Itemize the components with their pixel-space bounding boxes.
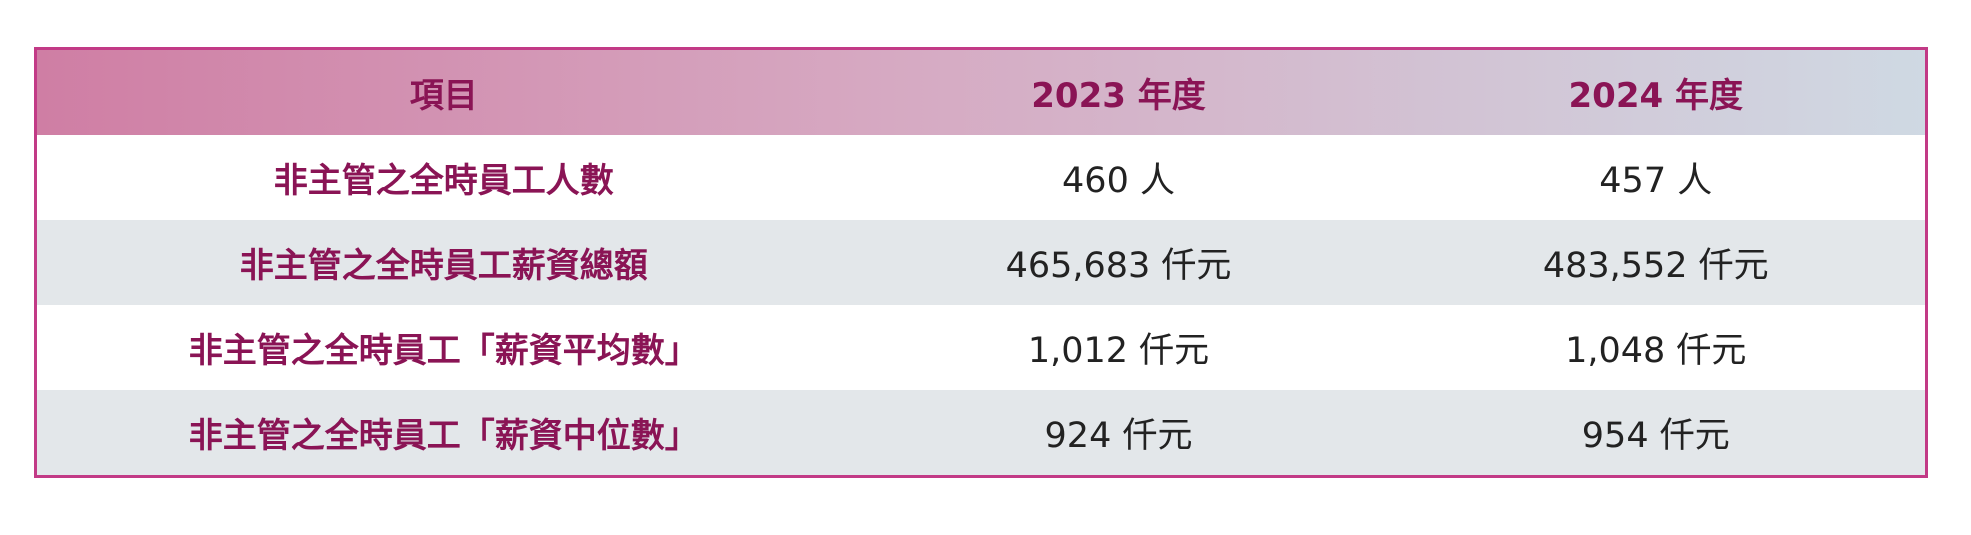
table-row: 非主管之全時員工「薪資中位數」 924 仟元 954 仟元 xyxy=(35,390,1927,477)
table-body: 非主管之全時員工人數 460 人 457 人非主管之全時員工薪資總額 465,683 … xyxy=(35,135,1927,477)
value-cell: 954 仟元 xyxy=(1581,416,1730,456)
salary-table: 項目 2023 年度 2024 年度 非主管之全時員工人數 460 人 457 人非主管… xyxy=(34,47,1928,478)
item-cell: 非主管之全時員工薪資總額 xyxy=(239,246,648,286)
value-cell: 460 人 xyxy=(1062,161,1175,201)
value-cell: 924 仟元 xyxy=(1044,416,1193,456)
header-cell: 項目 xyxy=(409,76,478,116)
value-cell: 457 人 xyxy=(1599,161,1713,201)
header-row: 項目 2023 年度 2024 年度 xyxy=(35,48,1927,135)
header-cell: 2023 年度 xyxy=(1031,76,1206,116)
value-cell: 1,012 仟元 xyxy=(1027,331,1210,371)
value-cell: 465,683 仟元 xyxy=(1005,246,1232,286)
value-cell: 483,552 仟元 xyxy=(1542,246,1769,286)
table-row: 非主管之全時員工「薪資平均數」 1,012 仟元 1,048 仟元 xyxy=(35,305,1927,390)
header-cell: 2024 年度 xyxy=(1568,76,1743,116)
value-cell: 1,048 仟元 xyxy=(1565,331,1747,371)
item-cell: 非主管之全時員工「薪資平均數」 xyxy=(188,331,699,371)
item-cell: 非主管之全時員工「薪資中位數」 xyxy=(188,416,699,456)
table-header: 項目 2023 年度 2024 年度 xyxy=(35,48,1927,135)
table-row: 非主管之全時員工薪資總額 465,683 仟元 483,552 仟元 xyxy=(35,220,1927,305)
table-row: 非主管之全時員工人數 460 人 457 人 xyxy=(35,135,1927,220)
item-cell: 非主管之全時員工人數 xyxy=(273,161,614,201)
